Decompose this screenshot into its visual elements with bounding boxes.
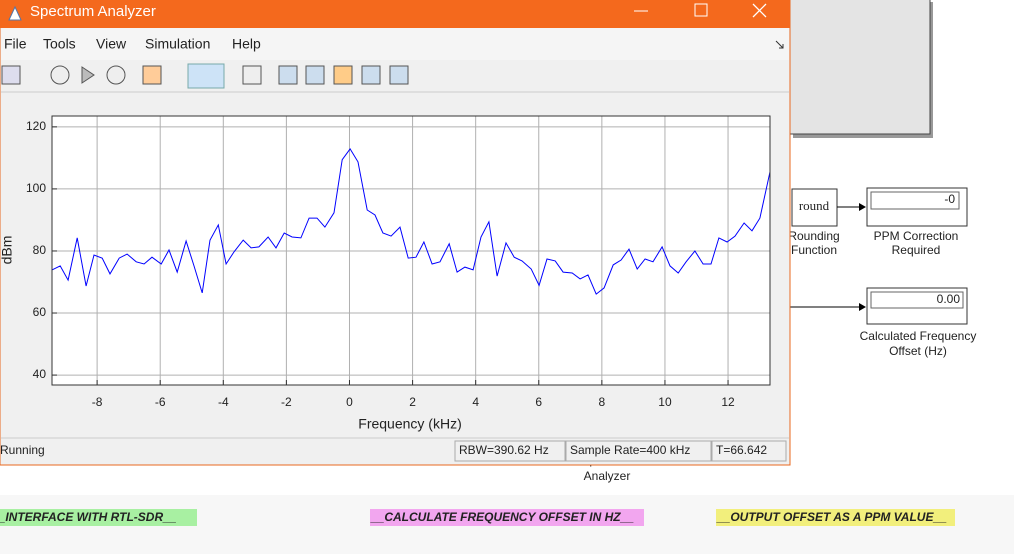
x-tick-label: 2	[409, 395, 416, 409]
x-tick-label: 0	[346, 395, 353, 409]
toolbar	[1, 63, 409, 89]
display-value: -0	[944, 192, 955, 206]
window-title: Spectrum Analyzer	[30, 3, 156, 20]
status-field	[454, 440, 566, 462]
x-tick-label: 10	[658, 395, 672, 409]
close[interactable]	[752, 3, 767, 18]
tool[interactable]	[50, 65, 70, 85]
x-tick-label: -4	[218, 395, 229, 409]
x-tick-label: 8	[599, 395, 606, 409]
y-tick-label: 40	[33, 367, 47, 381]
tool[interactable]	[333, 65, 353, 85]
block-label: Calculated Frequency	[860, 329, 977, 343]
x-tick-label: -6	[155, 395, 166, 409]
tool[interactable]	[361, 65, 381, 85]
display-field	[870, 291, 964, 309]
menu-item[interactable]: File	[4, 36, 27, 52]
block-label: Offset (Hz)	[889, 344, 947, 358]
x-axis-label: Frequency (kHz)	[358, 416, 461, 432]
status-text: Sample Rate=400 kHz	[570, 443, 690, 457]
annotation: __CALCULATE FREQUENCY OFFSET IN HZ__	[370, 510, 634, 524]
y-tick-label: 60	[33, 305, 47, 319]
block-label: Function	[791, 243, 837, 257]
tool[interactable]	[106, 65, 126, 85]
block-label: Required	[892, 243, 941, 257]
x-tick-label: 6	[535, 395, 542, 409]
plot-frame	[51, 115, 771, 386]
menu-item[interactable]: Simulation	[145, 36, 210, 52]
menu-item[interactable]: Tools	[43, 36, 76, 52]
display-field	[870, 191, 960, 210]
arrow	[859, 203, 866, 211]
menu-item[interactable]: Help	[232, 36, 261, 52]
round-icon: round	[799, 198, 830, 213]
tool[interactable]	[1, 65, 21, 85]
annotation-bg	[716, 509, 955, 526]
block-label: Rounding	[788, 229, 839, 243]
menu-item[interactable]: View	[96, 36, 127, 52]
x-tick-label: -8	[92, 395, 103, 409]
x-tick-label: 4	[472, 395, 479, 409]
block-label: Analyzer	[584, 469, 631, 483]
display-value: 0.00	[937, 292, 961, 306]
annotation: __INTERFACE WITH RTL-SDR__	[0, 510, 177, 524]
tool[interactable]	[81, 66, 95, 84]
annotation: __OUTPUT OFFSET AS A PPM VALUE__	[716, 510, 947, 524]
status: Running	[0, 443, 45, 457]
app-icon	[8, 5, 22, 21]
status-field	[711, 440, 787, 462]
y-tick-label: 80	[33, 243, 47, 257]
status-text: T=66.642	[716, 443, 767, 457]
y-axis-label: dBm	[0, 236, 15, 265]
block	[789, 0, 931, 135]
maximize[interactable]	[694, 3, 708, 17]
y-tick-label: 100	[26, 181, 46, 195]
annotation-bg	[0, 509, 197, 526]
menu-bar	[1, 28, 789, 60]
annotation-bg	[370, 509, 644, 526]
status-field	[565, 440, 712, 462]
title-bar	[0, 0, 790, 28]
spectrum-line	[51, 148, 771, 295]
tool[interactable]	[142, 65, 162, 85]
tool[interactable]	[187, 63, 225, 89]
x-tick-label: 12	[721, 395, 735, 409]
undock[interactable]	[775, 40, 784, 49]
tool[interactable]	[305, 65, 325, 85]
status-text: RBW=390.62 Hz	[459, 443, 549, 457]
y-tick-label: 120	[26, 119, 46, 133]
tool[interactable]	[389, 65, 409, 85]
block-label: PPM Correction	[874, 229, 959, 243]
x-tick-label: -2	[281, 395, 292, 409]
tool[interactable]	[278, 65, 298, 85]
tool[interactable]	[242, 65, 262, 85]
arrow	[859, 303, 866, 311]
